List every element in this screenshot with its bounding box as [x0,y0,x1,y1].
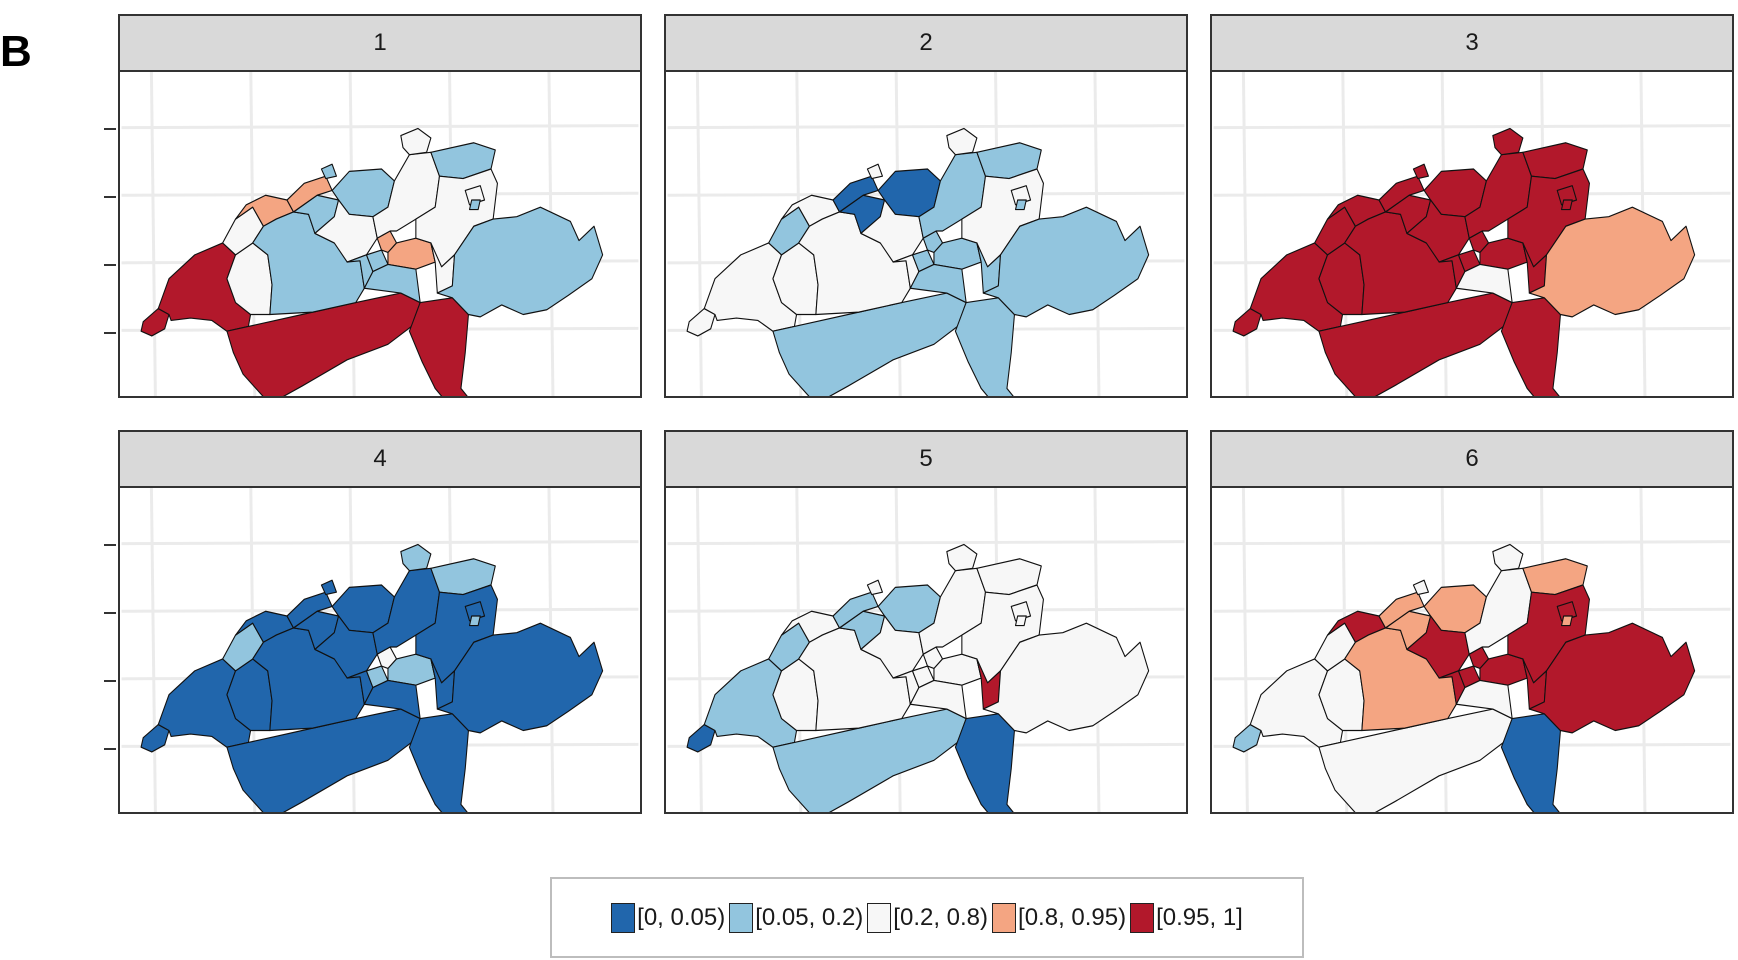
facet-strip-label: 1 [118,14,642,72]
facet-1: 1 [104,14,642,398]
canton-zh [372,567,441,655]
legend-label: [0.05, 0.2) [755,903,864,931]
legend-swatch [992,902,1017,933]
map-plot-area [118,488,642,814]
y-axis-tick [104,332,116,334]
canton-bs [866,579,883,596]
map-plot-area [1210,72,1734,398]
canton-sh [946,127,978,156]
legend-label: [0.8, 0.95) [1018,903,1127,931]
canton-gr [982,622,1150,734]
legend-item: [0.2, 0.8) [867,902,989,933]
canton-zh [1464,567,1533,655]
legend-label: [0, 0.05) [637,903,726,931]
facet-4: 4 [104,430,642,814]
y-axis-tick [104,196,116,198]
canton-bs [866,163,883,180]
canton-ai [1014,615,1027,627]
canton-map [1213,488,1731,812]
facet-5: 5 [664,430,1188,814]
canton-ur [909,679,967,720]
legend-swatch [729,902,754,933]
y-axis-tick [104,544,116,546]
graticule-line [149,488,157,812]
canton-ai [468,615,481,627]
facet-3: 3 [1210,14,1734,398]
canton-bs [320,579,337,596]
graticule-line [1241,488,1249,812]
canton-bs [1412,579,1429,596]
facet-strip-label: 6 [1210,430,1734,488]
canton-zh [372,151,441,239]
canton-zh [1464,151,1533,239]
canton-gr [436,622,604,734]
facet-strip-label: 4 [118,430,642,488]
legend-item: [0.8, 0.95) [992,902,1127,933]
legend-swatch [867,902,892,933]
canton-sh [400,543,432,572]
y-axis-tick [104,680,116,682]
canton-ai [1014,199,1027,211]
canton-bs [320,163,337,180]
canton-map [667,488,1185,812]
graticule-line [667,124,1185,130]
legend-label: [0.2, 0.8) [893,903,989,931]
canton-sh [946,543,978,572]
graticule-line [695,72,703,396]
graticule-line [1213,124,1731,130]
facet-6: 6 [1210,430,1734,814]
graticule-line [667,540,1185,546]
y-axis-tick [104,128,116,130]
legend-swatch [1130,902,1155,933]
legend-item: [0.95, 1] [1130,902,1243,933]
canton-ur [363,263,421,304]
legend-item: [0, 0.05) [611,902,726,933]
legend-label: [0.95, 1] [1156,903,1243,931]
canton-ur [363,679,421,720]
canton-zh [918,567,987,655]
canton-ai [1560,615,1573,627]
legend: [0, 0.05) [0.05, 0.2) [0.2, 0.8) [0.8, 0.95… [550,877,1304,958]
map-plot-area [664,72,1188,398]
facet-strip-label: 3 [1210,14,1734,72]
y-axis-tick [104,612,116,614]
y-axis-tick [104,748,116,750]
canton-gr [1528,206,1696,318]
graticule-line [121,540,639,546]
graticule-line [149,72,157,396]
canton-map [121,72,639,396]
canton-ur [909,263,967,304]
canton-map [121,488,639,812]
canton-bs [1412,163,1429,180]
canton-gr [982,206,1150,318]
canton-sh [1492,543,1524,572]
canton-ai [468,199,481,211]
y-axis-tick [104,264,116,266]
canton-sh [1492,127,1524,156]
panel-letter: B [0,27,32,76]
legend-swatch [611,902,636,933]
graticule-line [695,488,703,812]
canton-gr [1528,622,1696,734]
facet-strip-label: 5 [664,430,1188,488]
graticule-line [1241,72,1249,396]
canton-ur [1455,263,1513,304]
graticule-line [121,124,639,130]
canton-gr [436,206,604,318]
canton-ai [1560,199,1573,211]
canton-ur [1455,679,1513,720]
map-plot-area [1210,488,1734,814]
canton-zh [918,151,987,239]
canton-map [667,72,1185,396]
legend-item: [0.05, 0.2) [729,902,864,933]
graticule-line [1213,540,1731,546]
canton-map [1213,72,1731,396]
facet-strip-label: 2 [664,14,1188,72]
canton-sh [400,127,432,156]
map-plot-area [118,72,642,398]
facet-2: 2 [664,14,1188,398]
map-plot-area [664,488,1188,814]
